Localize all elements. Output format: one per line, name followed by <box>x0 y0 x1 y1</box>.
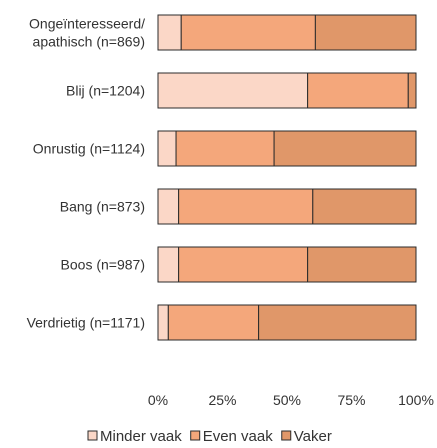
bar-vaker-2 <box>273 130 417 167</box>
legend-label-2: Vaker <box>294 428 332 445</box>
x-axis-ticks: 0% 25% 50% 75% 100% <box>148 392 434 408</box>
x-tick-label-3: 75% <box>337 392 365 408</box>
category-labels: Ongeïnteresseerd/apathisch (n=869) Blij (… <box>27 16 146 331</box>
bar-even-vaak-3 <box>178 188 314 225</box>
bar-vaker-4 <box>307 246 417 283</box>
legend-swatch-2 <box>281 430 292 441</box>
category-label-1: Blij (n=1204) <box>66 83 145 99</box>
bar-minder-vaak-4 <box>157 246 180 283</box>
category-label-2: Onrustig (n=1124) <box>33 141 145 157</box>
bar-vaker-3 <box>312 188 417 225</box>
bar-even-vaak-4 <box>178 246 309 283</box>
bar-vaker-5 <box>258 304 417 341</box>
bar-minder-vaak-0 <box>157 14 182 51</box>
legend-swatch-0 <box>87 430 98 441</box>
bar-minder-vaak-5 <box>157 304 169 341</box>
category-label-0: Ongeïnteresseerd/apathisch (n=869) <box>29 16 145 50</box>
bar-minder-vaak-1 <box>157 72 309 109</box>
category-label-4: Boos (n=987) <box>61 257 145 273</box>
legend-swatch-1 <box>190 430 201 441</box>
bar-minder-vaak-3 <box>157 188 180 225</box>
category-label-3: Bang (n=873) <box>60 199 145 215</box>
x-tick-label-2: 50% <box>273 392 301 408</box>
bar-even-vaak-5 <box>167 304 260 341</box>
bar-minder-vaak-2 <box>157 130 177 167</box>
x-tick-label-1: 25% <box>208 392 236 408</box>
bars-group <box>157 14 417 341</box>
bar-vaker-0 <box>314 14 417 51</box>
bar-even-vaak-0 <box>180 14 316 51</box>
x-tick-label-4: 100% <box>398 392 434 408</box>
legend: Minder vaak Even vaak Vaker <box>87 428 332 445</box>
legend-label-1: Even vaak <box>203 428 274 445</box>
bar-even-vaak-2 <box>175 130 275 167</box>
category-label-5: Verdrietig (n=1171) <box>27 315 145 331</box>
bar-even-vaak-1 <box>307 72 409 109</box>
bar-vaker-1 <box>407 72 417 109</box>
x-tick-label-0: 0% <box>148 392 168 408</box>
legend-label-0: Minder vaak <box>100 428 182 445</box>
